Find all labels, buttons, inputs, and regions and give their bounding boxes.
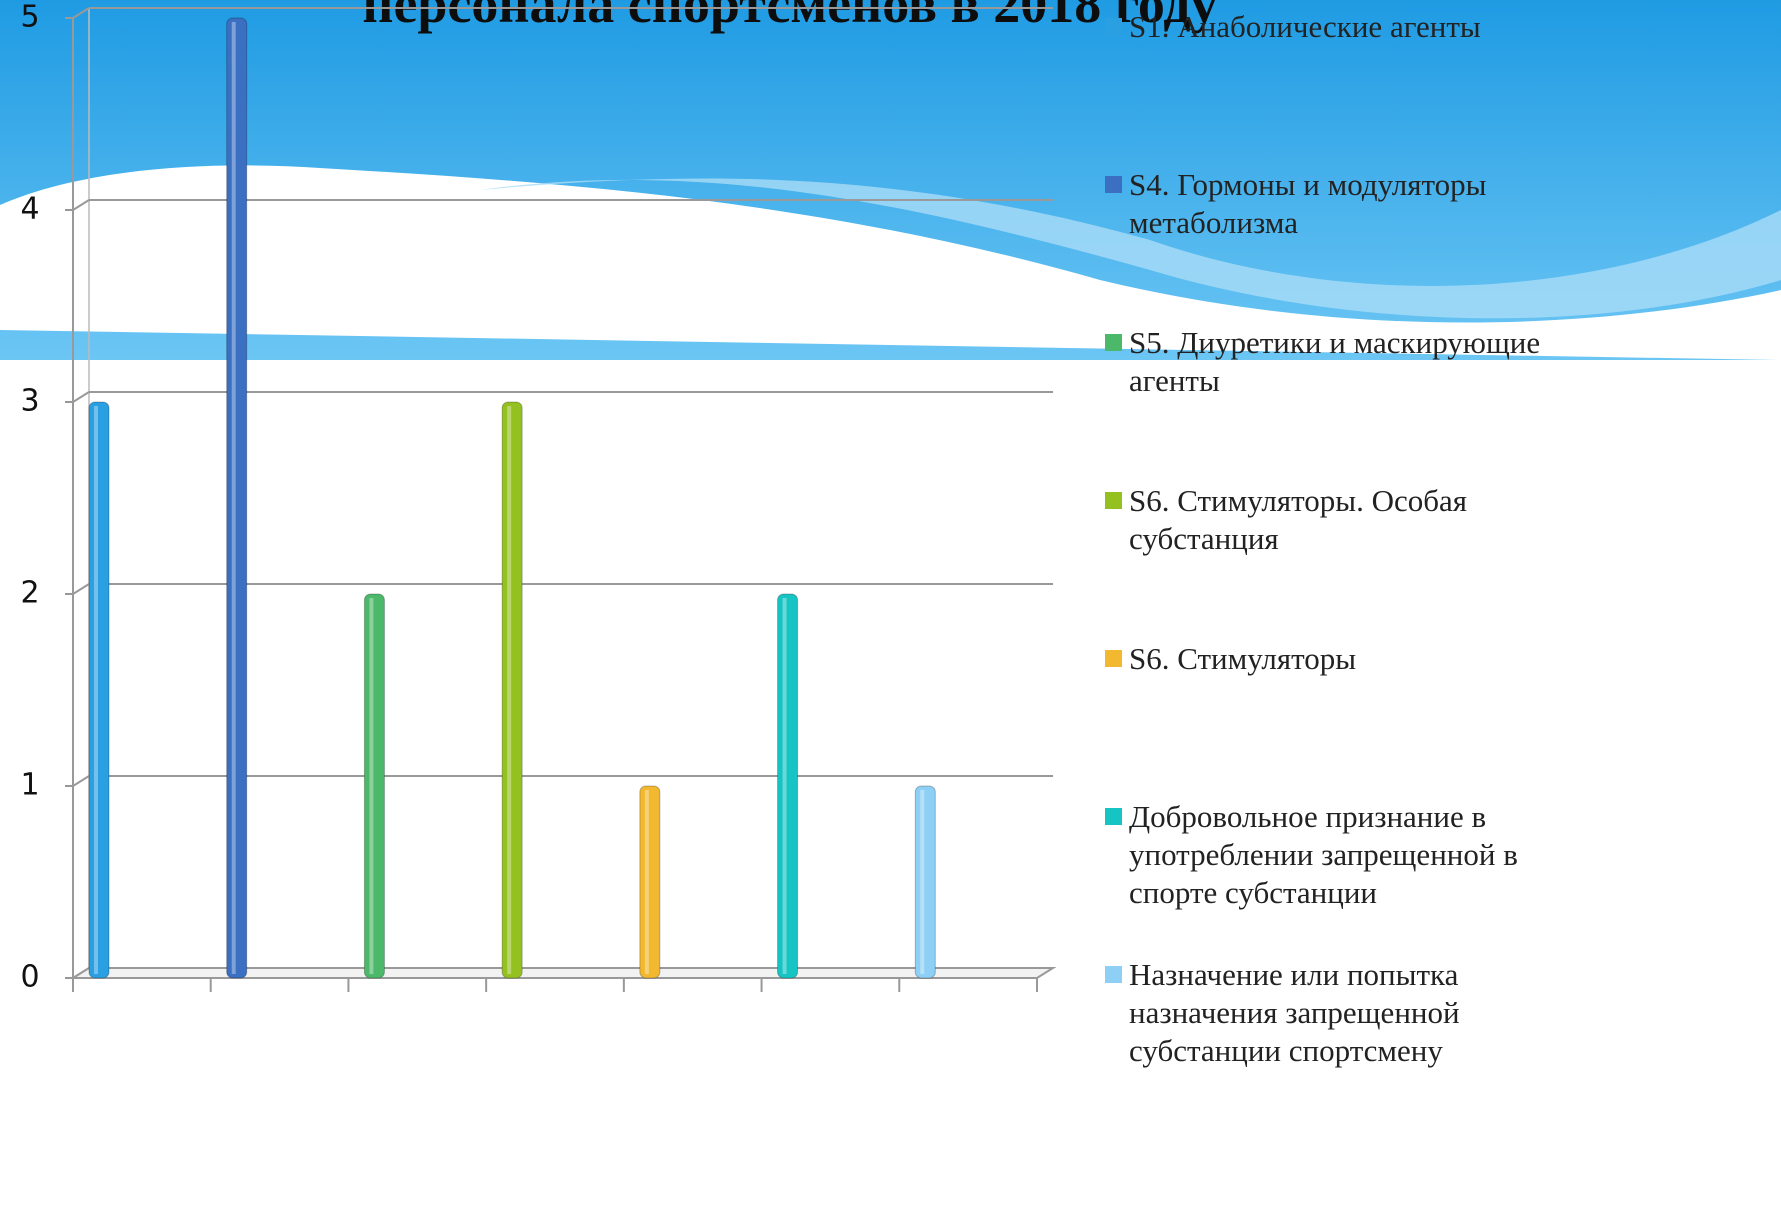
legend-label: S1. Анаболические агенты	[1129, 8, 1481, 46]
bar-highlight	[94, 406, 98, 974]
bar	[915, 786, 935, 978]
legend-swatch	[1105, 966, 1122, 983]
y-tick-label: 3	[20, 384, 39, 419]
legend-label: S6. Стимуляторы	[1129, 640, 1356, 678]
chart-title: персонала спортсменов в 2018 году	[362, 0, 1217, 34]
legend: S1. Анаболические агенты S4. Гормоны и мо…	[1105, 0, 1575, 1208]
y-tick-label: 1	[20, 768, 39, 803]
y-tick-label: 0	[20, 960, 39, 995]
bar-highlight	[920, 790, 924, 974]
legend-swatch	[1105, 334, 1122, 351]
y-tick-label: 4	[20, 192, 39, 227]
legend-label: Назначение или попытка назначения запрещ…	[1129, 956, 1575, 1070]
legend-entry: S1. Анаболические агенты	[1105, 8, 1575, 46]
bar-highlight	[645, 790, 649, 974]
legend-swatch	[1105, 492, 1122, 509]
floor	[73, 968, 1053, 978]
legend-label: S4. Гормоны и модуляторы метаболизма	[1129, 166, 1575, 242]
legend-entry: S6. Стимуляторы. Особая субстанция	[1105, 482, 1575, 558]
legend-swatch	[1105, 18, 1122, 35]
legend-label: Добровольное признание в употреблении за…	[1129, 798, 1575, 912]
bar-highlight	[232, 22, 236, 974]
y-tick-label: 2	[20, 576, 39, 611]
legend-entry: Добровольное признание в употреблении за…	[1105, 798, 1575, 912]
legend-entry: S6. Стимуляторы	[1105, 640, 1575, 678]
legend-entry: S4. Гормоны и модуляторы метаболизма	[1105, 166, 1575, 242]
legend-entry: Назначение или попытка назначения запрещ…	[1105, 956, 1575, 1070]
bar-highlight	[369, 598, 373, 974]
legend-label: S6. Стимуляторы. Особая субстанция	[1129, 482, 1575, 558]
bar	[640, 786, 660, 978]
bar	[227, 18, 247, 978]
slide: {"chart_data": {"type": "bar", "title": …	[0, 0, 1781, 1208]
bar	[778, 594, 798, 978]
legend-entry: S5. Диуретики и маскирующие агенты	[1105, 324, 1575, 400]
legend-label: S5. Диуретики и маскирующие агенты	[1129, 324, 1575, 400]
bar	[502, 402, 522, 978]
bar	[89, 402, 109, 978]
bar-highlight	[507, 406, 511, 974]
legend-swatch	[1105, 176, 1122, 193]
y-tick-label: 5	[20, 0, 39, 35]
bar-highlight	[783, 598, 787, 974]
legend-swatch	[1105, 808, 1122, 825]
legend-swatch	[1105, 650, 1122, 667]
bar	[364, 594, 384, 978]
